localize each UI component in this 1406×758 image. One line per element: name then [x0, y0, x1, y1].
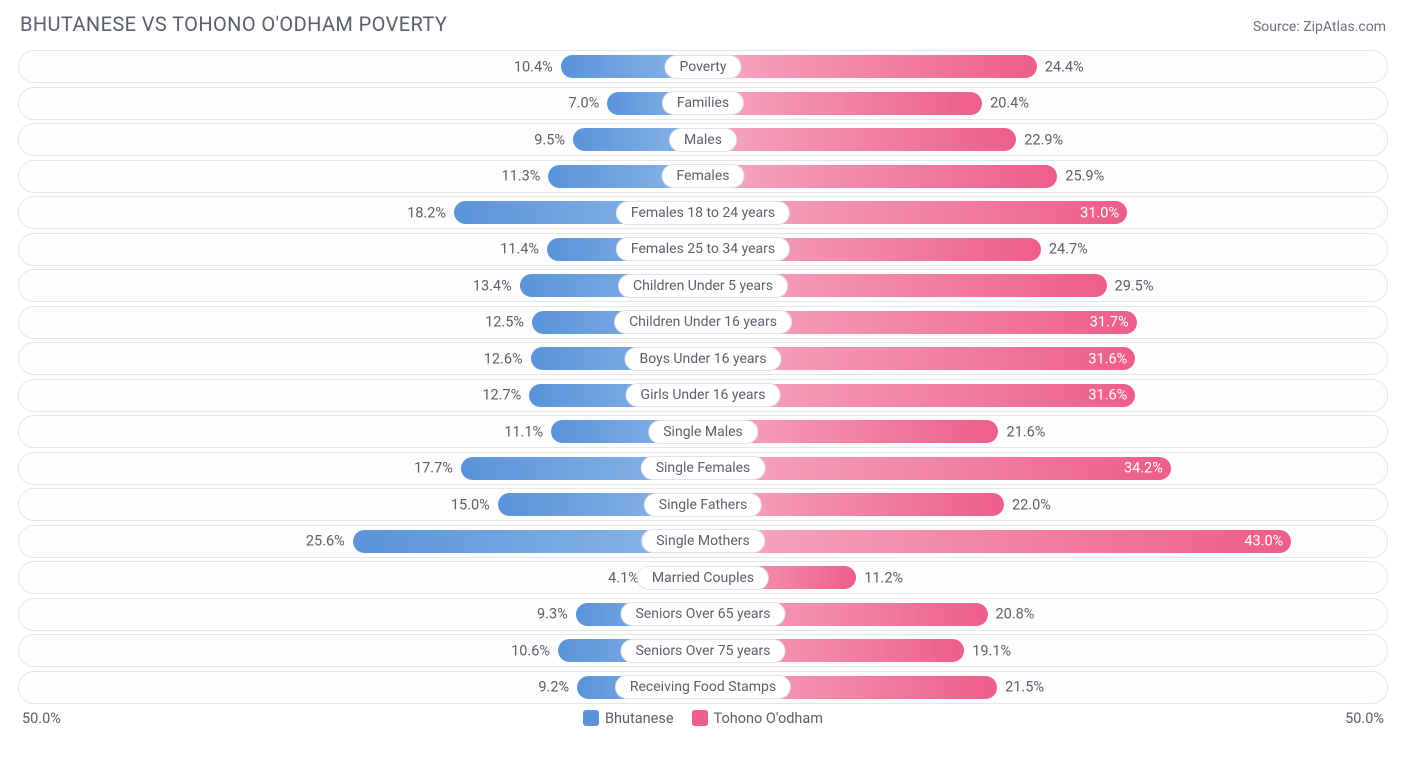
chart-row: 11.4% 24.7% Females 25 to 34 years	[18, 233, 1388, 266]
chart-row: 18.2% 31.0% Females 18 to 24 years	[18, 196, 1388, 229]
value-right: 21.6%	[1006, 423, 1045, 440]
value-left: 17.7%	[414, 460, 453, 477]
chart-row: 11.3% 25.9% Females	[18, 160, 1388, 193]
value-right: 25.9%	[1065, 168, 1104, 185]
chart-row: 10.6% 19.1% Seniors Over 75 years	[18, 634, 1388, 667]
chart-source: Source: ZipAtlas.com	[1253, 19, 1386, 35]
value-right: 31.0%	[1080, 204, 1119, 221]
legend-swatch-left	[583, 710, 599, 726]
value-right: 31.6%	[1088, 387, 1127, 404]
category-label: Poverty	[664, 55, 741, 79]
chart-row: 10.4% 24.4% Poverty	[18, 50, 1388, 83]
legend-label-right: Tohono O'odham	[714, 710, 823, 727]
bar-right	[703, 128, 1016, 151]
value-left: 25.6%	[306, 533, 345, 550]
bar-right	[703, 92, 982, 115]
category-label: Single Fathers	[644, 493, 762, 517]
value-left: 9.2%	[538, 679, 569, 696]
value-right: 31.7%	[1090, 314, 1129, 331]
legend-label-left: Bhutanese	[605, 710, 674, 727]
value-right: 43.0%	[1244, 533, 1283, 550]
chart-title: BHUTANESE VS TOHONO O'ODHAM POVERTY	[20, 12, 447, 36]
value-right: 24.4%	[1045, 58, 1084, 75]
value-left: 12.6%	[484, 350, 523, 367]
value-right: 21.5%	[1005, 679, 1044, 696]
category-label: Girls Under 16 years	[626, 383, 781, 407]
value-right: 20.4%	[990, 95, 1029, 112]
chart-header: BHUTANESE VS TOHONO O'ODHAM POVERTY Sour…	[18, 12, 1388, 36]
bar-right	[703, 457, 1171, 480]
value-left: 10.6%	[511, 642, 550, 659]
value-left: 12.7%	[482, 387, 521, 404]
category-label: Seniors Over 75 years	[620, 639, 785, 663]
chart-row: 12.7% 31.6% Girls Under 16 years	[18, 379, 1388, 412]
value-left: 15.0%	[451, 496, 490, 513]
axis-left-max: 50.0%	[22, 710, 61, 727]
chart-row: 13.4% 29.5% Children Under 5 years	[18, 269, 1388, 302]
bar-right	[703, 530, 1291, 553]
category-label: Males	[669, 128, 737, 152]
category-label: Seniors Over 65 years	[620, 602, 785, 626]
value-right: 19.1%	[972, 642, 1011, 659]
value-left: 12.5%	[485, 314, 524, 331]
value-right: 24.7%	[1049, 241, 1088, 258]
value-right: 20.8%	[996, 606, 1035, 623]
chart-row: 11.1% 21.6% Single Males	[18, 415, 1388, 448]
category-label: Boys Under 16 years	[624, 347, 781, 371]
value-left: 7.0%	[569, 95, 600, 112]
legend-swatch-right	[692, 710, 708, 726]
category-label: Receiving Food Stamps	[615, 675, 791, 699]
value-left: 9.3%	[537, 606, 568, 623]
category-label: Single Mothers	[641, 529, 765, 553]
chart-row: 4.1% 11.2% Married Couples	[18, 561, 1388, 594]
value-right: 34.2%	[1124, 460, 1163, 477]
chart-row: 9.5% 22.9% Males	[18, 123, 1388, 156]
chart-footer: 50.0% Bhutanese Tohono O'odham 50.0%	[18, 710, 1388, 727]
value-left: 11.4%	[500, 241, 539, 258]
value-right: 22.9%	[1024, 131, 1063, 148]
value-left: 10.4%	[514, 58, 553, 75]
chart-row: 9.2% 21.5% Receiving Food Stamps	[18, 671, 1388, 704]
chart-row: 17.7% 34.2% Single Females	[18, 452, 1388, 485]
category-label: Children Under 5 years	[618, 274, 788, 298]
category-label: Females	[662, 164, 745, 188]
legend-item-right: Tohono O'odham	[692, 710, 823, 727]
value-left: 9.5%	[534, 131, 565, 148]
category-label: Children Under 16 years	[614, 310, 792, 334]
bar-right	[703, 55, 1037, 78]
value-left: 13.4%	[473, 277, 512, 294]
category-label: Single Females	[641, 456, 766, 480]
diverging-bar-chart: 10.4% 24.4% Poverty 7.0% 20.4% Families 9.5% 22…	[18, 50, 1388, 704]
chart-row: 12.5% 31.7% Children Under 16 years	[18, 306, 1388, 339]
chart-row: 25.6% 43.0% Single Mothers	[18, 525, 1388, 558]
chart-row: 9.3% 20.8% Seniors Over 65 years	[18, 598, 1388, 631]
value-right: 31.6%	[1088, 350, 1127, 367]
category-label: Families	[662, 91, 744, 115]
axis-right-max: 50.0%	[1345, 710, 1384, 727]
value-right: 22.0%	[1012, 496, 1051, 513]
value-left: 4.1%	[608, 569, 639, 586]
chart-row: 12.6% 31.6% Boys Under 16 years	[18, 342, 1388, 375]
category-label: Females 25 to 34 years	[616, 237, 790, 261]
value-left: 11.1%	[504, 423, 543, 440]
chart-row: 7.0% 20.4% Families	[18, 87, 1388, 120]
legend-item-left: Bhutanese	[583, 710, 674, 727]
category-label: Married Couples	[637, 566, 769, 590]
bar-right	[703, 165, 1057, 188]
value-right: 11.2%	[864, 569, 903, 586]
value-left: 11.3%	[502, 168, 541, 185]
category-label: Females 18 to 24 years	[616, 201, 790, 225]
legend: Bhutanese Tohono O'odham	[583, 710, 823, 727]
chart-row: 15.0% 22.0% Single Fathers	[18, 488, 1388, 521]
value-right: 29.5%	[1115, 277, 1154, 294]
value-left: 18.2%	[407, 204, 446, 221]
category-label: Single Males	[648, 420, 758, 444]
